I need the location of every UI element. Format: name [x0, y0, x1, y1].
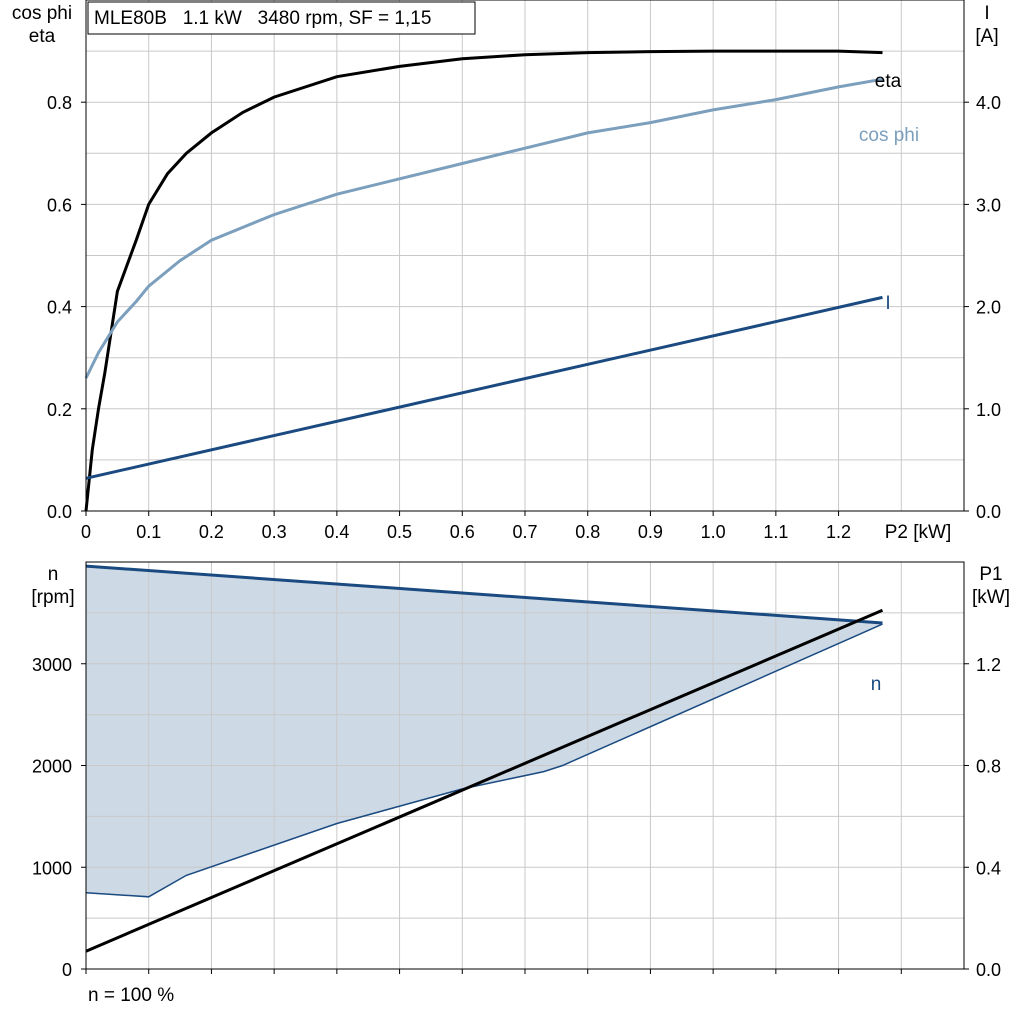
- top-left-axis-label-line2: eta: [29, 26, 56, 47]
- top-x-tick-label: 0.3: [262, 522, 287, 542]
- top-x-tick-label: 0.4: [324, 522, 349, 542]
- cos-phi-curve: [84, 77, 883, 379]
- series-label-eta: eta: [875, 71, 902, 92]
- top-right-axis-label-line2: [A]: [975, 26, 998, 47]
- current-curve: [85, 295, 883, 480]
- top-chart: 0 0.1 0.2 0.3 0.4 0.5 0.6 0.7 0.8 0.9 1.0 1.1 1.2 0.0…: [12, 0, 1001, 543]
- top-right-tick-label: 0.0: [976, 502, 1001, 522]
- bottom-left-tick-label: 1000: [32, 858, 72, 878]
- bottom-right-tick-label: 1.2: [976, 655, 1001, 675]
- p1-curve: [85, 608, 884, 953]
- bottom-series: [85, 564, 884, 953]
- top-left-tick-label: 0.0: [47, 502, 72, 522]
- eta-curve: [84, 49, 883, 512]
- top-right-tick-label: 1.0: [976, 400, 1001, 420]
- top-x-tick-label: 1.2: [826, 522, 851, 542]
- speed-range-band: [86, 566, 883, 897]
- bottom-left-tick-label: 0: [62, 960, 72, 980]
- top-x-tick-label: 0.7: [512, 522, 537, 542]
- top-right-tick-label: 2.0: [976, 298, 1001, 318]
- top-x-tick-label: 1.0: [701, 522, 726, 542]
- bottom-chart: 0 1000 2000 3000 0.0 0.4 0.8 1.2 n [rpm] P1 [kW…: [31, 561, 1010, 1006]
- top-x-tick-label: 0.1: [136, 522, 161, 542]
- top-x-tick-label: 0.8: [575, 522, 600, 542]
- speed-note: n = 100 %: [88, 985, 174, 1006]
- top-x-tick-label: 0.6: [450, 522, 475, 542]
- top-right-tick-label: 3.0: [976, 195, 1001, 215]
- n-min-curve: [85, 623, 883, 898]
- bottom-right-tick-label: 0.4: [976, 858, 1001, 878]
- bottom-right-tick-label: 0.8: [976, 757, 1001, 777]
- speed-range-area: [86, 566, 883, 897]
- top-x-tick-label: 0: [81, 522, 91, 542]
- title-box: [87, 1, 476, 35]
- bottom-right-axis-label-line1: P1: [979, 564, 1002, 585]
- top-left-axis-label-line1: cos phi: [12, 3, 72, 24]
- top-left-tick-label: 0.4: [47, 298, 72, 318]
- bottom-left-tick-label: 3000: [32, 655, 72, 675]
- top-x-tick-label: 1.1: [763, 522, 788, 542]
- bottom-left-axis-label-line2: [rpm]: [31, 587, 74, 608]
- bottom-left-tick-label: 2000: [32, 757, 72, 777]
- top-grid: [86, 0, 964, 511]
- bottom-left-axis-label-line1: n: [48, 564, 59, 585]
- series-label-cos-phi: cos phi: [859, 125, 919, 146]
- top-left-tick-label: 0.8: [47, 93, 72, 113]
- top-left-tick-label: 0.6: [47, 195, 72, 215]
- bottom-right-axis-label-line2: [kW]: [972, 587, 1010, 608]
- top-x-tick-label: 0.5: [387, 522, 412, 542]
- top-series: [84, 49, 883, 512]
- top-tick-labels: 0 0.1 0.2 0.3 0.4 0.5 0.6 0.7 0.8 0.9 1.0 1.1 1.2 0.0…: [47, 93, 1001, 542]
- n-curve: [85, 564, 883, 625]
- series-label-n: n: [871, 674, 882, 695]
- top-right-axis-label-line1: I: [984, 3, 989, 24]
- bottom-right-tick-label: 0.0: [976, 960, 1001, 980]
- bottom-tick-labels: 0 1000 2000 3000 0.0 0.4 0.8 1.2: [32, 655, 1001, 980]
- top-right-tick-label: 4.0: [976, 93, 1001, 113]
- top-left-tick-label: 0.2: [47, 400, 72, 420]
- series-label-current: I: [885, 293, 890, 314]
- top-x-tick-label: 0.2: [199, 522, 224, 542]
- title-text: MLE80B 1.1 kW 3480 rpm, SF = 1,15: [94, 8, 431, 29]
- top-x-axis-label: P2 [kW]: [885, 522, 952, 543]
- top-x-tick-label: 0.9: [638, 522, 663, 542]
